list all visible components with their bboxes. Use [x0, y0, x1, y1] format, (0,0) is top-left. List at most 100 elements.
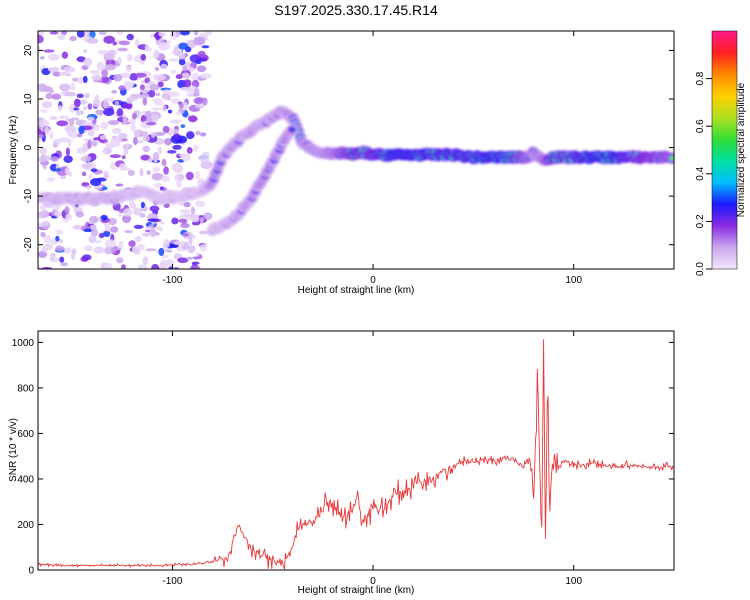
spectrogram-noise-blob: [133, 224, 144, 229]
spectrogram-noise-blob: [118, 85, 126, 91]
spectrogram-noise-blob: [182, 65, 188, 72]
spectrogram-noise-blob: [118, 132, 128, 139]
spectrogram-x-axis: -100 0 100: [162, 31, 582, 286]
spectrogram-noise-blob: [109, 154, 122, 159]
spectrogram-noise-blob: [183, 79, 192, 88]
spectrogram-noise-blob: [81, 163, 93, 169]
spectrogram-noise-blob: [60, 261, 68, 267]
spectrogram-noise-blob: [203, 212, 213, 220]
spectrogram-noise-blob: [170, 69, 177, 74]
spectrogram-noise-blob: [38, 250, 48, 259]
spectrogram-noise-blob: [193, 36, 206, 46]
snr-y-tick-label: 400: [17, 474, 34, 485]
spectrogram-noise-blob: [116, 31, 124, 35]
spectrogram-noise-blob: [40, 109, 48, 113]
spectrogram-noise-blob: [64, 206, 70, 214]
spectrogram-noise-blob: [46, 177, 56, 182]
spectrogram-noise-blob: [128, 96, 138, 102]
spectrogram-noise-blob: [172, 144, 182, 150]
spectrogram-noise-blob: [78, 110, 85, 115]
spectrogram-noise-blob: [68, 103, 77, 113]
spectrogram-noise-blob: [42, 220, 49, 226]
spectrogram-noise-blob: [117, 47, 129, 52]
spectrogram-noise-blob: [54, 210, 61, 218]
spectrogram-noise-blob: [82, 75, 88, 84]
spectrogram-noise-blob: [77, 76, 84, 84]
spectrogram-noise-blob: [198, 155, 210, 163]
spectrogram-noise-blob: [191, 72, 200, 82]
spectrogram-noise-blob: [58, 71, 70, 76]
spectrogram-noise-blob: [65, 147, 70, 156]
spectrogram-noise-blob: [39, 204, 47, 210]
spectrogram-noise-blob: [73, 107, 79, 111]
spectrogram-noise-blob: [201, 45, 210, 49]
colorbar: 0.0 0.2 0.4 0.6 0.8 Normalized spectral ampl…: [695, 30, 747, 276]
spectrogram-noise-blob: [76, 31, 85, 38]
spectrogram-noise-blob: [161, 158, 167, 167]
spectrogram-noise-blob: [39, 209, 50, 218]
spectrogram-noise-blob: [166, 96, 172, 101]
spectrogram-y-tick-label: -20: [23, 237, 34, 252]
spectrogram-noise-blob: [135, 72, 147, 78]
spectrogram-noise-blob: [123, 207, 133, 217]
spectrogram-noise-blob: [102, 100, 109, 109]
spectrogram-noise-blob: [154, 67, 160, 71]
spectrogram-noise-blob: [87, 139, 92, 149]
spectrogram-noise-blob: [146, 170, 151, 176]
snr-x-tick-label: 0: [370, 576, 376, 587]
spectrogram-secondary-ridge: [206, 124, 299, 236]
spectrogram-noise-blob: [89, 224, 98, 230]
spectrogram-noise-blob: [183, 201, 191, 208]
spectrogram-noise-blob: [38, 119, 49, 128]
spectrogram-noise-blob: [95, 240, 102, 244]
spectrogram-noise-blob: [43, 49, 55, 53]
spectrogram-noise-blob: [64, 167, 71, 175]
spectrogram-noise-blob: [166, 249, 173, 253]
spectrogram-noise-blob: [140, 201, 145, 209]
spectrogram-noise-blob: [121, 155, 126, 160]
spectrogram-noise-blob: [157, 146, 163, 155]
spectrogram-noise-blob: [86, 37, 99, 44]
spectrogram-noise-blob: [90, 168, 98, 173]
spectrogram-noise-blob: [124, 230, 134, 234]
spectrogram-noise-blob: [202, 97, 208, 106]
spectrogram-noise-blob: [172, 51, 179, 55]
spectrogram-noise-blob: [101, 149, 107, 154]
spectrogram-noise-blob: [88, 235, 97, 244]
spectrogram-noise-blob: [104, 224, 111, 232]
spectrogram-noise-blob: [118, 163, 128, 171]
spectrogram-noise-blob: [85, 185, 92, 189]
colorbar-tick-label: 0.2: [695, 214, 706, 228]
spectrogram-noise-blob: [101, 186, 108, 191]
spectrogram-noise-blob: [49, 90, 55, 94]
spectrogram-noise-blob: [81, 171, 87, 177]
spectrogram-noise-blob: [168, 266, 173, 269]
spectrogram-noise-blob: [41, 266, 53, 269]
spectrogram-noise-blob: [168, 58, 179, 62]
spectrogram-noise-blob: [103, 230, 111, 238]
spectrogram-noise-blob: [190, 206, 196, 216]
spectrogram-noise-blob: [41, 101, 53, 109]
spectrogram-noise-blob: [57, 33, 66, 40]
spectrogram-noise-blob: [58, 238, 64, 244]
spectrogram-noise-blob: [164, 138, 172, 146]
spectrogram-noise-blob: [125, 65, 132, 72]
spectrogram-noise-blob: [152, 73, 159, 81]
spectrogram-noise-blob: [199, 230, 209, 235]
spectrogram-noise-blob: [112, 41, 118, 46]
spectrogram-noise-blob: [74, 98, 81, 108]
spectrogram-noise-blob: [103, 53, 110, 58]
spectrogram-noise-blob: [178, 52, 186, 60]
spectrogram-noise-blob: [38, 156, 47, 163]
spectrogram-noise-blob: [158, 247, 165, 256]
snr-y-tick-label: 1000: [12, 338, 35, 349]
spectrogram-noise-blob: [90, 178, 102, 187]
spectrogram-noise-blob: [64, 91, 77, 97]
spectrogram-noise-blob: [193, 31, 199, 36]
snr-x-tick-label: 100: [565, 576, 582, 587]
spectrogram-noise-blob: [170, 119, 180, 124]
spectrogram-noise-blob: [168, 91, 181, 97]
spectrogram-noise-blob: [101, 69, 109, 78]
spectrogram-noise-blob: [104, 262, 113, 269]
